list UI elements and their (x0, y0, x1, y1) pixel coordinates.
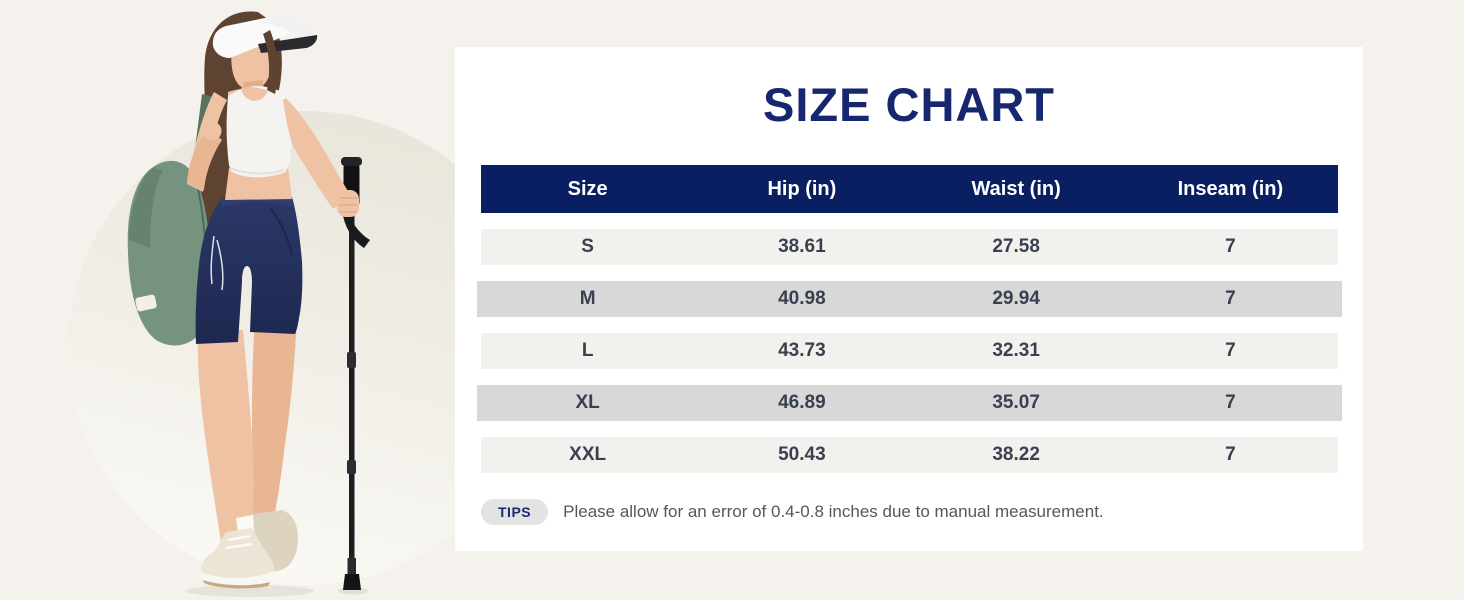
tips-row: TIPS Please allow for an error of 0.4-0.… (481, 499, 1363, 525)
size-chart-card: SIZE CHART Size Hip (in) Waist (in) Inse… (455, 47, 1363, 551)
cell-inseam: 7 (1225, 288, 1236, 309)
page-title: SIZE CHART (763, 78, 1055, 131)
cell-inseam: 7 (1225, 236, 1236, 257)
column-header-waist: Waist (in) (971, 177, 1061, 200)
cell-size: M (579, 288, 596, 309)
cell-waist: 38.22 (992, 444, 1040, 465)
cell-hip: 38.61 (778, 236, 826, 257)
tips-note: Please allow for an error of 0.4-0.8 inc… (563, 502, 1104, 521)
table-header-row: Size Hip (in) Waist (in) Inseam (in) (480, 165, 1338, 213)
cell-size: S (581, 236, 594, 257)
tips-badge: TIPS (481, 499, 549, 525)
cell-hip: 50.43 (778, 444, 826, 465)
cell-inseam: 7 (1225, 340, 1236, 361)
cell-waist: 29.94 (992, 288, 1040, 309)
cell-size: L (581, 340, 594, 361)
cell-hip: 40.98 (778, 288, 826, 309)
cell-hip: 43.73 (778, 340, 826, 361)
cell-waist: 32.31 (992, 340, 1040, 361)
column-header-hip: Hip (in) (767, 177, 837, 200)
model-illustration (127, 11, 370, 597)
ground-shadow (186, 585, 314, 597)
cell-inseam: 7 (1225, 444, 1236, 465)
model-legs (197, 316, 297, 548)
table-row-xl: XL 46.89 35.07 7 (476, 385, 1342, 421)
table-row-l: L 43.73 32.31 7 (480, 333, 1338, 369)
sports-bra (226, 86, 293, 178)
cell-size: XL (575, 392, 600, 413)
cell-hip: 46.89 (778, 392, 826, 413)
table-row-xxl: XXL 50.43 38.22 7 (480, 437, 1338, 473)
sneakers (200, 510, 298, 589)
sun-visor-icon (212, 14, 318, 94)
size-table: Size Hip (in) Waist (in) Inseam (in) S 3… (476, 165, 1342, 473)
trekking-pole-icon (341, 157, 370, 590)
cell-inseam: 7 (1225, 392, 1236, 413)
table-row-m: M 40.98 29.94 7 (476, 281, 1342, 317)
table-row-s: S 38.61 27.58 7 (480, 229, 1338, 265)
model-left-arm (283, 98, 359, 217)
cell-size: XXL (569, 444, 607, 465)
column-header-size: Size (567, 177, 608, 200)
cell-waist: 27.58 (992, 236, 1040, 257)
model-photo (0, 0, 460, 600)
cell-waist: 35.07 (992, 392, 1040, 413)
model-right-arm (187, 92, 227, 192)
column-header-inseam: Inseam (in) (1177, 177, 1284, 200)
